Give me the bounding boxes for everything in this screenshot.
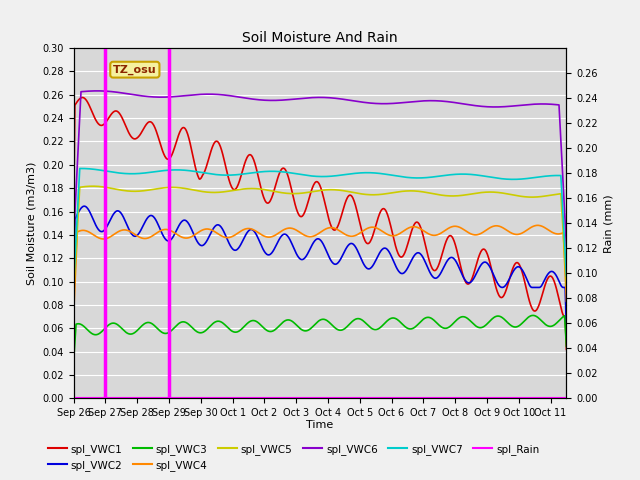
Y-axis label: Rain (mm): Rain (mm) <box>604 194 613 252</box>
Title: Soil Moisture And Rain: Soil Moisture And Rain <box>242 32 398 46</box>
X-axis label: Time: Time <box>307 420 333 430</box>
Legend: spl_VWC1, spl_VWC2, spl_VWC3, spl_VWC4, spl_VWC5, spl_VWC6, spl_VWC7, spl_Rain: spl_VWC1, spl_VWC2, spl_VWC3, spl_VWC4, … <box>44 439 543 475</box>
Text: TZ_osu: TZ_osu <box>113 64 157 75</box>
Y-axis label: Soil Moisture (m3/m3): Soil Moisture (m3/m3) <box>27 161 36 285</box>
